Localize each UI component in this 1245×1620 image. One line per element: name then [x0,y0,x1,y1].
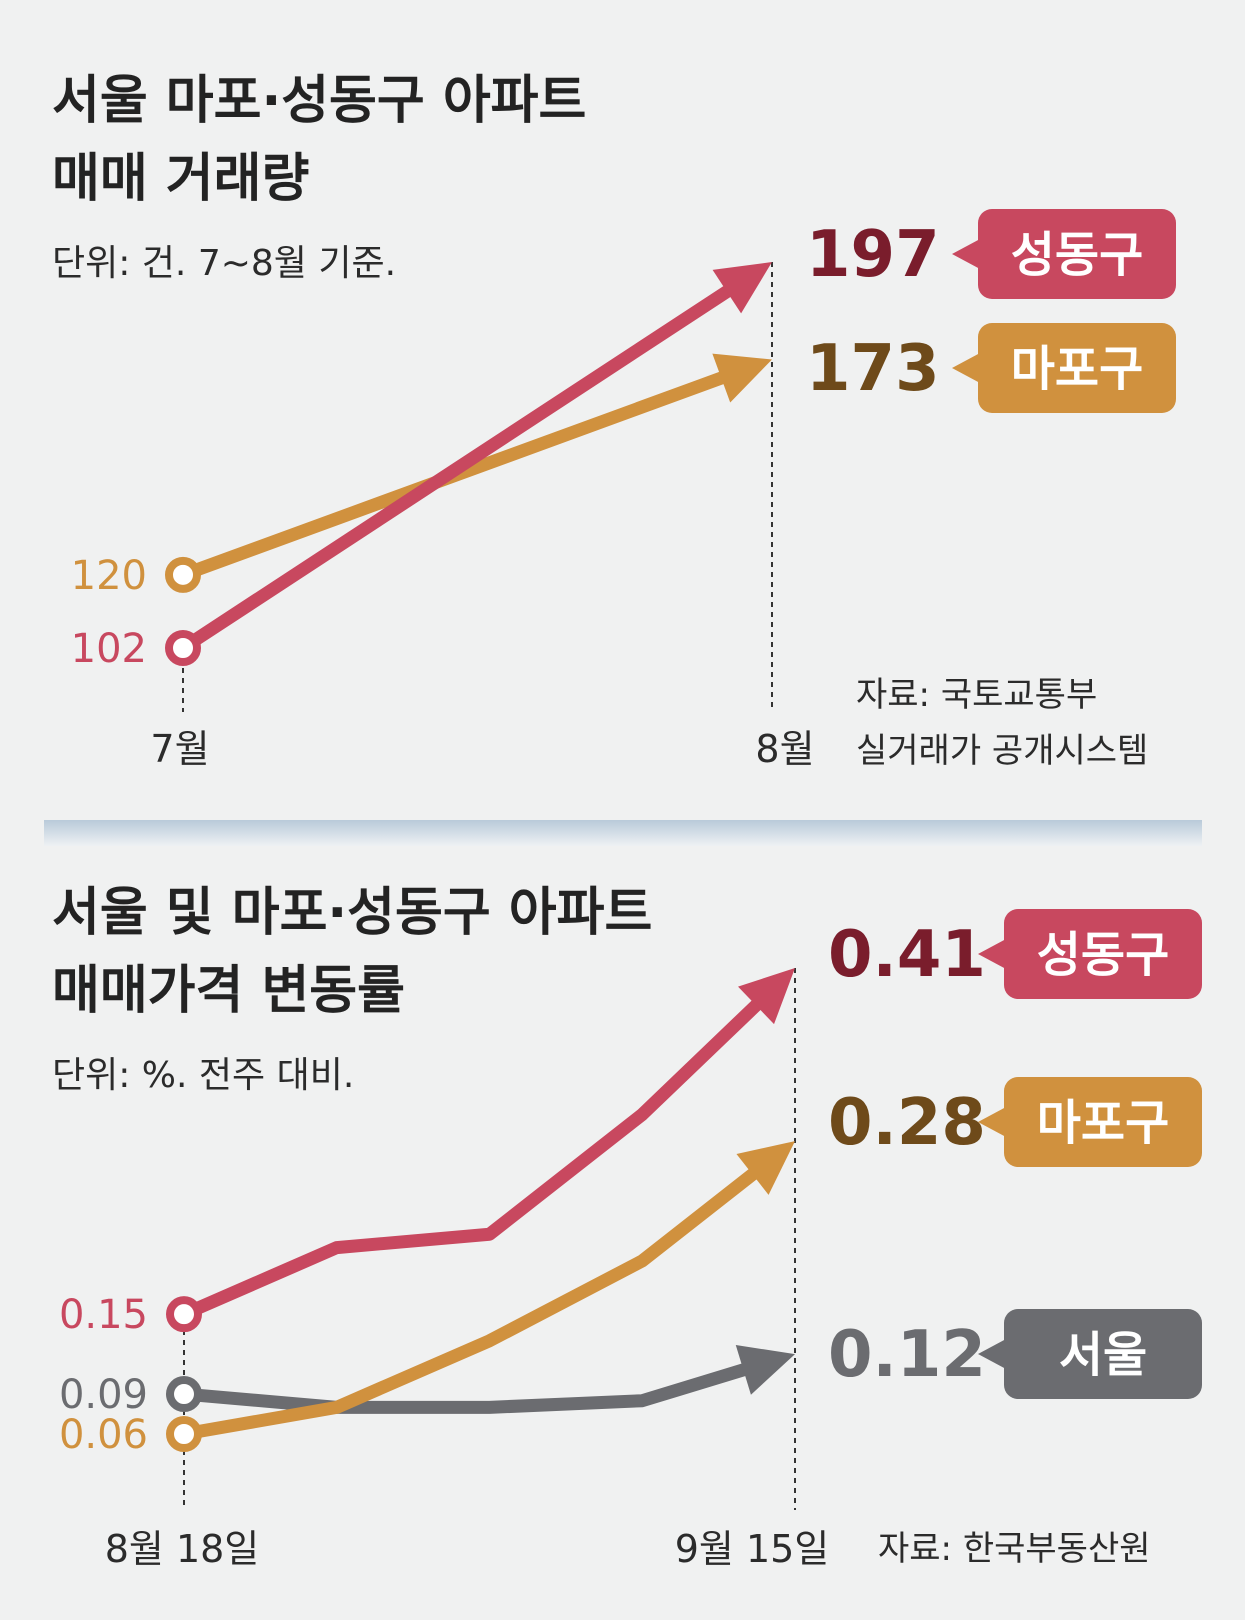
chart2-title-line2: 매매가격 변동률 [52,961,405,1021]
chart2-source-line1: 자료: 한국부동산원 [878,1529,1151,1569]
badge-pointer-mapo [952,353,980,383]
end-value-seoul: 0.12 [828,1318,986,1392]
chart1-x-tick-end: 8월 [755,727,814,771]
chart1-x-tick-start: 7월 [150,727,209,771]
start-point-mapo [165,556,201,593]
start-value-seongdong: 0.15 [59,1292,148,1338]
arrowhead-seongdong [712,262,772,314]
badge-pointer-seongdong [952,239,980,269]
badge-seongdong [1004,909,1202,999]
badge-seoul [1004,1309,1202,1399]
chart2-x-tick-end: 9월 15일 [675,1527,830,1571]
end-value-seongdong: 197 [806,218,940,292]
start-value-mapo: 120 [71,553,147,599]
badge-seongdong [978,209,1176,299]
section-divider [44,820,1202,846]
start-point-seongdong [165,630,201,666]
chart2-x-tick-start: 8월 18일 [105,1527,260,1571]
badge-pointer-seongdong [978,939,1006,969]
chart2-header: 서울 및 마포·성동구 아파트 매매가격 변동률 단위: %. 전주 대비. [52,883,652,1096]
end-value-mapo: 173 [806,332,940,406]
chart2-plot: 0.15 0.060.09 0.41 성동구 0.28 마포구 0.12 서울 [59,909,1202,1510]
legend-label-mapo: 마포구 [1037,1095,1169,1151]
legend-label-seoul: 서울 [1059,1327,1147,1383]
chart1-plot: 102 120 197 성동구 173 마포구 [71,209,1176,712]
start-value-seoul: 0.09 [59,1372,148,1418]
chart1-source: 자료: 국토교통부 실거래가 공개시스템 [856,675,1148,771]
start-point-mapo [166,1416,202,1452]
chart2-unit: 단위: %. 전주 대비. [52,1055,354,1096]
chart1-title-line2: 매매 거래량 [52,149,309,209]
series-line-mapo [177,1162,766,1441]
series-line-seongdong [177,993,769,1321]
arrowhead-seoul [735,1345,795,1395]
start-point-seongdong [166,1296,202,1333]
series-line-seongdong [176,280,741,655]
badge-pointer-mapo [978,1107,1006,1137]
chart1-x-axis: 7월 8월 [150,727,814,771]
arrowhead-mapo [712,353,772,403]
badge-mapo [1004,1077,1202,1167]
start-point-seoul [166,1376,202,1413]
badge-pointer-seoul [978,1339,1006,1369]
end-value-seongdong: 0.41 [828,918,986,992]
arrowhead-mapo [736,1141,795,1195]
legend-label-mapo: 마포구 [1011,341,1143,397]
arrowhead-seongdong [738,968,795,1025]
chart1-header: 서울 마포·성동구 아파트 매매 거래량 단위: 건. 7~8월 기준. [52,71,586,284]
start-value-seongdong: 102 [71,626,147,672]
legend-label-seongdong: 성동구 [1011,227,1143,283]
chart1-title-line1: 서울 마포·성동구 아파트 [52,71,586,131]
start-value-mapo: 0.06 [59,1412,148,1458]
chart1-unit: 단위: 건. 7~8월 기준. [52,243,396,284]
chart2-source: 자료: 한국부동산원 [878,1529,1151,1569]
series-line-seoul [177,1361,758,1414]
chart2-title-line1: 서울 및 마포·성동구 아파트 [52,883,652,943]
legend-label-seongdong: 성동구 [1037,927,1169,983]
chart2-x-axis: 8월 18일 9월 15일 [105,1527,830,1571]
chart1-source-line2: 실거래가 공개시스템 [856,731,1148,771]
chart1-source-line1: 자료: 국토교통부 [856,675,1097,715]
end-value-mapo: 0.28 [828,1086,986,1160]
badge-mapo [978,323,1176,413]
